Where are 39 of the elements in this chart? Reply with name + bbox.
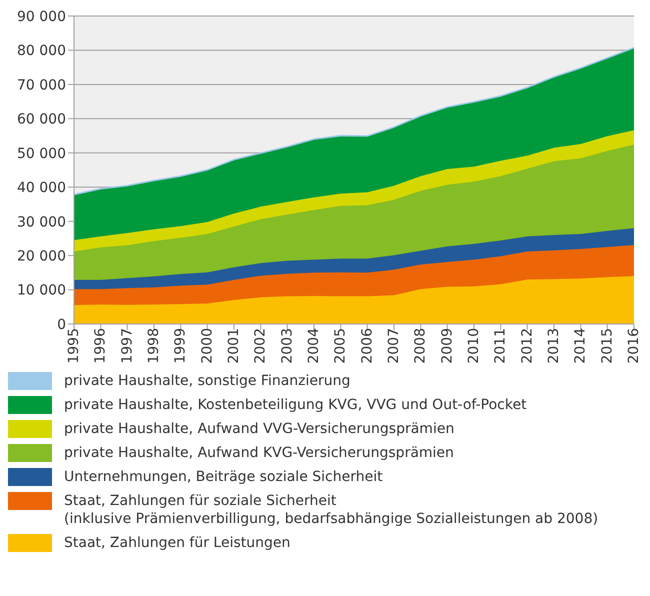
x-tick-label: 2009 <box>439 328 456 364</box>
x-tick-label: 2013 <box>546 328 562 364</box>
y-tick-label: 40 000 <box>17 180 66 196</box>
y-tick-label: 70 000 <box>17 77 66 94</box>
legend-label: Staat, Zahlungen für soziale Sicherheit (inklusive Prämienverbilligung, bedarfsabhängige Sozialleistungen ab 2008) <box>64 492 598 528</box>
legend-label: private Haushalte, sonstige Finanzierung <box>64 372 350 390</box>
x-tick-label: 1995 <box>66 328 82 364</box>
x-tick-label: 2011 <box>492 328 509 364</box>
x-tick-label: 2002 <box>252 328 269 364</box>
y-tick-label: 90 000 <box>17 8 66 25</box>
legend-label: private Haushalte, Kostenbeteiligung KVG, VVG und Out-of-Pocket <box>64 396 527 414</box>
x-tick-label: 2003 <box>279 328 296 364</box>
legend-label: private Haushalte, Aufwand KVG-Versicherungsprämien <box>64 444 454 462</box>
legend-label: Unternehmungen, Beiträge soziale Sicherheit <box>64 468 383 486</box>
x-tick-label: 1998 <box>146 328 162 364</box>
x-tick-label: 2005 <box>332 328 349 364</box>
y-tick-label: 60 000 <box>17 112 66 128</box>
y-tick-label: 0 <box>57 316 66 333</box>
x-tick-label: 2016 <box>626 328 642 364</box>
x-tick-label: 2006 <box>359 328 376 364</box>
x-tick-label: 2014 <box>572 328 589 364</box>
y-tick-label: 30 000 <box>17 214 66 230</box>
x-tick-label: 2001 <box>226 328 242 364</box>
x-tick-label: 1996 <box>92 328 109 364</box>
x-tick-label: 2012 <box>519 328 536 364</box>
y-tick-label: 50 000 <box>17 146 66 162</box>
x-tick-label: 2007 <box>386 328 402 364</box>
x-tick-label: 2010 <box>466 328 482 364</box>
x-tick-label: 2004 <box>306 328 322 364</box>
x-tick-label: 2008 <box>412 328 429 364</box>
legend-label: private Haushalte, Aufwand VVG-Versicherungsprämien <box>64 420 454 438</box>
x-tick-label: 2015 <box>599 328 616 364</box>
x-tick-label: 1997 <box>119 328 136 364</box>
y-tick-label: 20 000 <box>17 248 66 265</box>
legend-label: Staat, Zahlungen für Leistungen <box>64 534 290 552</box>
y-tick-label: 80 000 <box>17 43 66 60</box>
x-tick-label: 2000 <box>199 328 216 364</box>
x-tick-label: 1999 <box>172 328 189 364</box>
y-tick-label: 10 000 <box>17 282 66 299</box>
